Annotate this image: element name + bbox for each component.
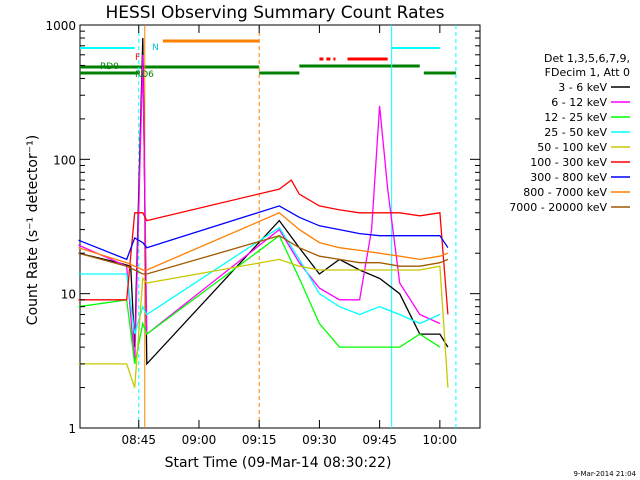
legend-label-1: 6 - 12 keV	[551, 96, 607, 109]
series-line-8	[78, 234, 449, 275]
legend-label-4: 50 - 100 keV	[537, 141, 607, 154]
series-line-7	[78, 212, 449, 271]
series-line-3	[78, 226, 441, 335]
legend-label-3: 25 - 50 keV	[544, 126, 607, 139]
legend-label-8: 7000 - 20000 keV	[509, 201, 607, 214]
y-tick-label-2: 100	[53, 153, 76, 167]
series-line-5	[78, 179, 449, 315]
timestamp: 9-Mar-2014 21:04	[574, 470, 637, 478]
chart-title: HESSI Observing Summary Count Rates	[105, 3, 444, 23]
x-tick-label-1: 09:00	[182, 433, 217, 447]
y-axis-label: Count Rate (s⁻¹ detector⁻¹)	[25, 135, 41, 325]
x-tick-label-5: 10:00	[423, 433, 458, 447]
axes-group: 08:45 09:00 09:15 09:30 09:45 10:00 1 10 100 1000	[45, 19, 480, 447]
plot-frame-group	[79, 24, 481, 429]
series-line-6	[78, 205, 449, 261]
legend-header-line1: Det 1,3,5,6,7,9,	[544, 52, 630, 65]
x-tick-label-4: 09:45	[362, 433, 397, 447]
legend-label-2: 12 - 25 keV	[544, 111, 607, 124]
legend-label-7: 800 - 7000 keV	[523, 186, 607, 199]
flag-label-f: F	[135, 53, 140, 63]
legend-label-0: 3 - 6 keV	[558, 81, 607, 94]
y-tick-label-3: 1000	[45, 19, 76, 33]
legend: 3 - 6 keV 6 - 12 keV 12 - 25 keV 25 - 50 ke…	[509, 81, 630, 214]
x-tick-label-2: 09:15	[242, 433, 277, 447]
y-tick-label-0: 1	[68, 422, 76, 436]
legend-label-6: 300 - 800 keV	[530, 171, 607, 184]
y-tick-label-1: 10	[61, 288, 76, 302]
x-axis-label: Start Time (09-Mar-14 08:30:22)	[165, 455, 392, 471]
legend-header-line2: FDecim 1, Att 0	[545, 66, 630, 79]
series-line-0	[78, 37, 449, 366]
series-line-2	[78, 234, 441, 365]
flag-label-rd0: RD0	[100, 62, 119, 72]
x-tick-label-3: 09:30	[302, 433, 337, 447]
series-group	[78, 37, 449, 388]
legend-label-5: 100 - 300 keV	[530, 156, 607, 169]
x-tick-label-0: 08:45	[121, 433, 156, 447]
series-line-4	[78, 258, 449, 388]
flag-label-n: N	[152, 43, 159, 53]
plot-frame	[79, 24, 481, 429]
flag-label-rd6: RD6	[135, 70, 154, 80]
